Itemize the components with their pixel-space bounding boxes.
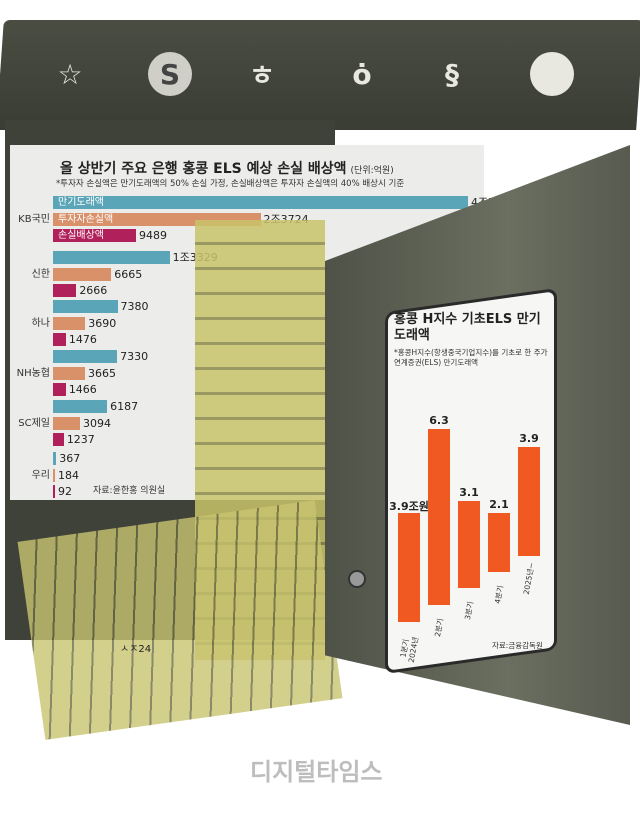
bar-value-label: 7380	[120, 300, 149, 313]
bar-value-label: 367	[59, 452, 81, 465]
els-bar-0	[398, 512, 420, 622]
els-bar-3	[488, 513, 510, 572]
bar-value-label: 6665	[114, 267, 143, 281]
bar-2-3	[53, 366, 86, 380]
els-bar-value: 6.3	[429, 413, 449, 427]
bar-value-label: 1237	[66, 433, 95, 446]
bank-label: 하나	[31, 318, 50, 329]
bar-1-0	[53, 196, 468, 209]
bar-3-5	[53, 485, 55, 498]
legend-label: 투자자손실액	[58, 213, 114, 225]
legend-label: 만기도래액	[58, 197, 104, 208]
bank-label: SC제일	[18, 418, 50, 429]
bank-chart-subtitle: *투자자 손실액은 만기도래액의 50% 손실 가정, 손실배상액은 투자자 손…	[56, 179, 405, 189]
woori-logo-icon	[530, 52, 574, 96]
els-bar-value: 3.9	[519, 431, 539, 445]
bar-1-1	[53, 251, 170, 264]
bank-label: NH농협	[16, 368, 50, 379]
nh-logo-icon: ȯ	[352, 57, 372, 91]
bank-chart-unit: (단위:억원)	[350, 166, 394, 176]
bar-2-5	[53, 468, 55, 482]
bar-value-label: 2666	[79, 284, 108, 297]
bar-3-2	[53, 333, 66, 346]
els-chart-subtitle: *홍콩H지수(항생중국기업지수)를 기초로 한 주가연계증권(ELS) 만기도래…	[394, 348, 548, 367]
door-handle-icon	[348, 570, 366, 588]
bank-chart-title-text: 올 상반기 주요 은행 홍콩 ELS 예상 손실 배상액	[60, 161, 347, 177]
bar-3-4	[53, 433, 64, 446]
shinhan-logo-icon: S	[148, 52, 192, 96]
legend-label: 손실배상액	[58, 230, 104, 241]
bar-value-label: 1476	[68, 333, 97, 346]
bank-label: 신한	[31, 269, 50, 280]
els-bar-1	[428, 428, 450, 605]
bar-value-label: 6187	[110, 400, 139, 413]
bar-value-label: 7330	[120, 350, 149, 363]
bar-3-1	[53, 284, 77, 297]
bar-3-0	[53, 229, 136, 242]
sc-logo-icon: §	[445, 57, 459, 91]
bar-1-5	[53, 452, 57, 465]
money-bundles-illustration	[17, 500, 343, 740]
els-bar-2	[458, 501, 480, 588]
els-bar-value: 3.1	[459, 486, 479, 500]
bar-value-label: 3690	[88, 316, 117, 330]
els-bar-value: 3.9조원	[389, 499, 429, 513]
bar-2-4	[53, 416, 81, 430]
bar-value-label: 3094	[83, 416, 112, 430]
bar-value-label: 9489	[138, 229, 167, 242]
els-chart-source: 자료:금융감독원	[492, 641, 543, 650]
bar-value-label: 3665	[88, 366, 117, 380]
els-chart-title: 홍콩 H지수 기초ELS 만기도래액	[394, 312, 541, 343]
bar-1-3	[53, 350, 118, 363]
hana-logo-icon: ㅎ	[249, 59, 275, 92]
bank-label: KB국민	[18, 214, 50, 225]
bank-label: 우리	[31, 470, 50, 481]
watermark: 디지털타임스	[250, 758, 383, 786]
bar-1-4	[53, 400, 108, 413]
bar-1-2	[53, 300, 118, 313]
bar-value-label: 1466	[68, 383, 97, 396]
artist-signature: ㅅㅈ24	[120, 644, 152, 655]
bar-value-label: 92	[58, 485, 72, 498]
bank-chart-source: 자료:윤한홍 의원실	[93, 486, 166, 496]
bank-chart-title: 올 상반기 주요 은행 홍콩 ELS 예상 손실 배상액 (단위:억원)	[60, 158, 394, 178]
bar-2-1	[53, 267, 112, 281]
kb-logo-icon: ☆	[57, 57, 83, 91]
els-bar-4	[518, 446, 540, 556]
els-bar-value: 2.1	[489, 498, 509, 512]
bar-2-2	[53, 316, 86, 330]
bar-3-3	[53, 383, 66, 396]
bar-value-label: 184	[58, 468, 79, 482]
